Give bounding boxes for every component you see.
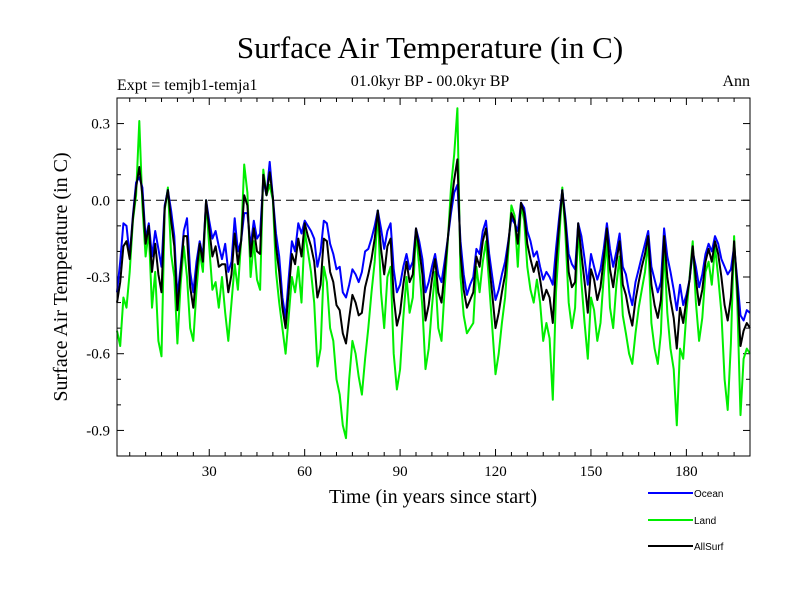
series-line-land xyxy=(116,107,751,440)
y-tick-label: -0.3 xyxy=(86,270,110,286)
x-tick-label: 180 xyxy=(675,464,698,480)
x-tick-label: 90 xyxy=(393,464,408,480)
y-tick-label: 0.0 xyxy=(91,193,110,209)
y-axis-label: Surface Air Temperature (in C) xyxy=(50,152,72,401)
x-tick-label: 150 xyxy=(580,464,603,480)
y-tick-label: -0.6 xyxy=(86,347,110,363)
chart-title: Surface Air Temperature (in C) xyxy=(237,30,623,65)
x-tick-label: 120 xyxy=(484,464,507,480)
x-axis-label: Time (in years since start) xyxy=(329,486,537,508)
legend-label-allsurf: AllSurf xyxy=(694,542,724,553)
y-tick-label: -0.9 xyxy=(86,423,110,439)
x-tick-label: 30 xyxy=(202,464,217,480)
series-line-allsurf xyxy=(116,158,751,350)
experiment-label: Expt = temjb1-temja1 xyxy=(117,77,258,94)
legend-label-ocean: Ocean xyxy=(694,489,723,500)
season-label: Ann xyxy=(722,73,750,90)
chart-subtitle: 01.0kyr BP - 00.0kyr BP xyxy=(351,73,510,90)
plot-area: 30 60 90 120 150 180 0.3 0.0 -0.3 -0.6 -0.9 xyxy=(86,98,751,480)
legend-label-land: Land xyxy=(694,516,716,527)
plot-frame xyxy=(116,97,751,457)
y-tick-label: 0.3 xyxy=(91,117,110,133)
x-tick-label: 60 xyxy=(297,464,312,480)
series-line-ocean xyxy=(116,160,751,322)
legend: Ocean Land AllSurf xyxy=(648,489,724,553)
